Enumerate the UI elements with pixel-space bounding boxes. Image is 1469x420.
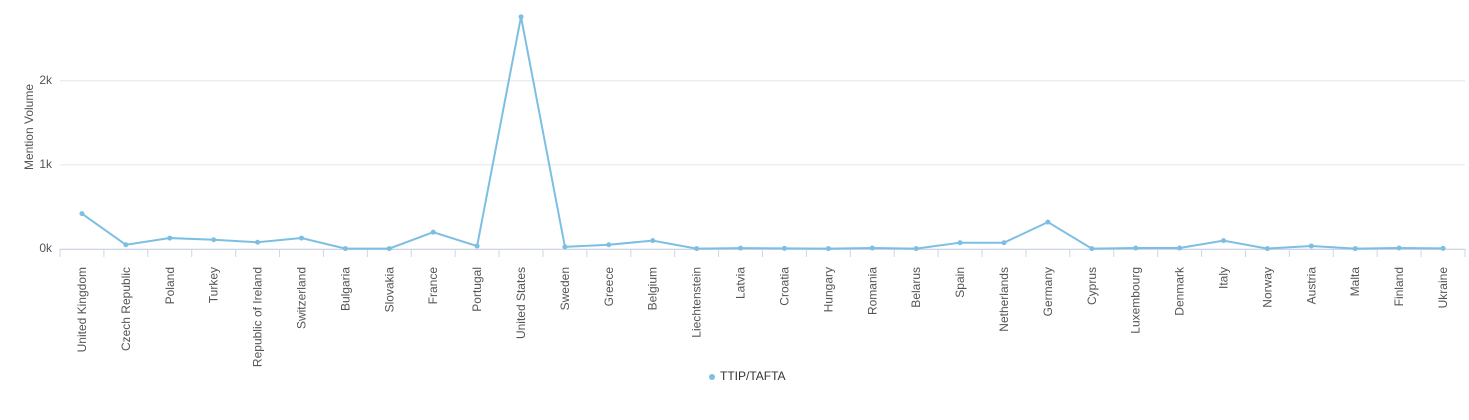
data-point — [1396, 245, 1402, 251]
data-point — [781, 245, 787, 251]
x-tick-label: Republic of Ireland — [251, 267, 265, 367]
data-point — [518, 14, 524, 20]
x-tick-label: Netherlands — [997, 267, 1011, 332]
data-point — [1089, 246, 1095, 252]
data-point — [1133, 245, 1139, 251]
x-tick-label: Ukraine — [1436, 267, 1450, 309]
data-point — [1308, 243, 1314, 249]
x-tick-label: Portugal — [470, 267, 484, 312]
data-point — [913, 246, 919, 252]
x-tick-label: Belarus — [909, 267, 923, 308]
x-tick-label: Hungary — [821, 267, 835, 312]
x-tick-label: Latvia — [734, 267, 748, 299]
y-tick-label: 0k — [39, 241, 53, 255]
legend-label: TTIP/TAFTA — [720, 369, 786, 383]
x-tick-label: Spain — [953, 267, 967, 298]
x-tick-label: Finland — [1392, 267, 1406, 306]
x-tick-label: Turkey — [207, 267, 221, 303]
data-point — [1001, 240, 1007, 246]
data-point — [298, 235, 304, 241]
data-point — [1440, 245, 1446, 251]
x-tick-label: Cyprus — [1085, 267, 1099, 305]
data-point — [738, 245, 744, 251]
x-tick-label: France — [426, 267, 440, 305]
data-point — [562, 244, 568, 250]
data-point — [650, 238, 656, 244]
x-tick-label: Italy — [1217, 267, 1231, 289]
data-point — [694, 246, 700, 252]
x-tick-label: Norway — [1260, 267, 1274, 308]
x-tick-label: Poland — [163, 267, 177, 304]
data-point — [869, 245, 875, 251]
data-point — [1177, 245, 1183, 251]
data-point — [430, 229, 436, 235]
data-point — [386, 246, 392, 252]
x-tick-label: Slovakia — [382, 267, 396, 313]
x-tick-label: Austria — [1304, 267, 1318, 305]
data-point — [167, 235, 173, 241]
data-point — [123, 242, 129, 248]
y-tick-label: 1k — [39, 157, 53, 171]
x-tick-label: Czech Republic — [119, 267, 133, 351]
data-point — [342, 246, 348, 252]
x-tick-label: United Kingdom — [75, 267, 89, 352]
data-point — [255, 239, 261, 245]
x-tick-label: Romania — [865, 267, 879, 315]
x-tick-label: United States — [514, 267, 528, 339]
data-point — [606, 242, 612, 248]
data-point — [1221, 238, 1227, 244]
x-tick-label: Switzerland — [294, 267, 308, 329]
x-tick-label: Croatia — [777, 267, 791, 306]
data-point — [957, 240, 963, 246]
x-tick-label: Greece — [602, 267, 616, 307]
data-point — [1264, 246, 1270, 252]
x-tick-label: Bulgaria — [338, 267, 352, 311]
x-tick-label: Luxembourg — [1129, 267, 1143, 334]
x-tick-label: Malta — [1348, 267, 1362, 297]
x-tick-label: Belgium — [646, 267, 660, 310]
data-point — [79, 211, 85, 217]
x-tick-label: Denmark — [1173, 266, 1187, 316]
x-tick-label: Germany — [1041, 267, 1055, 316]
y-tick-label: 2k — [39, 73, 53, 87]
y-axis-title: Mention Volume — [22, 84, 36, 170]
legend-item[interactable]: TTIP/TAFTA — [709, 369, 786, 383]
data-point — [1352, 246, 1358, 252]
data-point — [825, 246, 831, 252]
series-line — [81, 16, 1444, 250]
data-point — [211, 237, 217, 243]
data-point — [1045, 219, 1051, 225]
x-tick-label: Sweden — [558, 267, 572, 310]
x-tick-label: Liechtenstein — [690, 267, 704, 338]
legend-symbol — [709, 374, 715, 380]
data-point — [474, 243, 480, 249]
